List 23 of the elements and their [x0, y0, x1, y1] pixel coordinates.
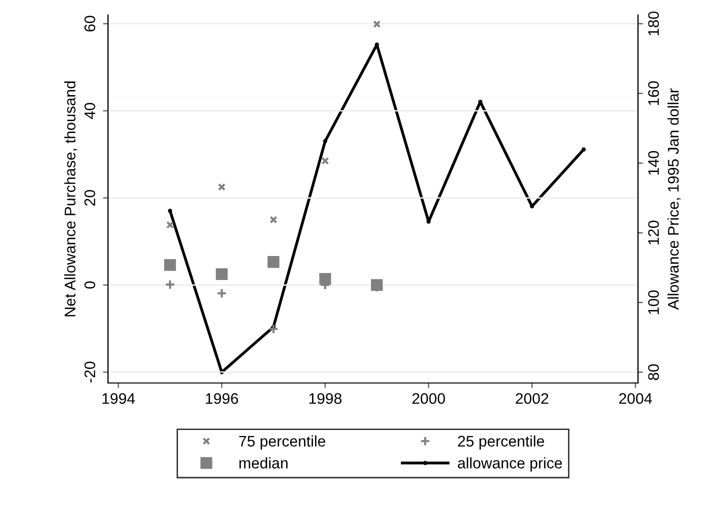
legend-label: median: [239, 457, 288, 468]
y-tick-label: -20: [84, 362, 96, 382]
x-tick-label: 2004: [619, 393, 652, 404]
y2-tick-label: 140: [648, 150, 659, 175]
y2-tick-label: 180: [648, 12, 659, 36]
y-axis-title: Net Allowance Purchase, thousand: [64, 82, 78, 316]
x-tick-label: 1994: [102, 393, 135, 404]
x-tick-label: 1998: [309, 393, 342, 404]
y-tick-label: 20: [84, 190, 96, 206]
y2-tick-label: 100: [648, 290, 659, 314]
y-tick-label: 0: [84, 281, 96, 289]
y2-axis-title: Allowance Price, 1995 Jan dollar: [668, 88, 681, 310]
x-tick-label: 2002: [516, 393, 548, 404]
y-tick-label: 60: [84, 16, 96, 32]
y2-tick-label: 160: [648, 81, 659, 105]
x-tick-label: 1996: [206, 393, 238, 404]
y2-tick-label: 120: [648, 220, 659, 244]
legend-label: 75 percentile: [239, 435, 326, 450]
legend-label: 25 percentile: [458, 435, 544, 450]
x-tick-label: 2000: [412, 393, 445, 404]
legend-label: allowance price: [458, 457, 562, 472]
y-tick-label: 40: [84, 102, 96, 119]
y2-tick-label: 80: [648, 364, 659, 380]
